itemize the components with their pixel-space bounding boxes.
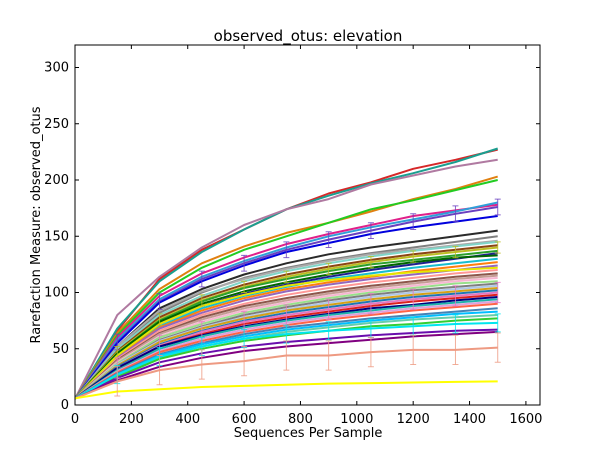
error-bar — [198, 270, 205, 288]
axes: 0 200 400 600 800 1000 1200 1400 1600 0 50 100 150 20… — [44, 44, 542, 427]
series-line-12 — [74, 239, 498, 399]
series-line-3 — [74, 158, 498, 399]
error-bar — [367, 222, 374, 239]
error-bar — [283, 270, 290, 283]
y-tick-label: 50 — [52, 342, 69, 357]
error-bar — [367, 256, 374, 269]
y-axis-title: Rarefaction Measure: observed_otus — [29, 106, 44, 343]
x-tick-label: 400 — [175, 412, 200, 427]
error-bar — [367, 293, 374, 315]
error-bar — [410, 250, 417, 263]
error-bar — [325, 340, 332, 371]
y-tick-label: 100 — [44, 286, 69, 301]
x-tick-label: 200 — [119, 412, 144, 427]
error-bar — [452, 245, 459, 259]
error-bar — [283, 241, 290, 259]
series-line-10 — [74, 229, 498, 399]
series-line-21 — [74, 264, 498, 400]
error-bar — [452, 334, 459, 365]
error-bar — [410, 334, 417, 365]
plot-frame — [74, 44, 541, 406]
error-bar — [494, 281, 501, 304]
x-tick-label: 1000 — [340, 412, 373, 427]
series-line-23 — [74, 269, 498, 400]
error-bar — [452, 314, 459, 334]
x-tick-label: 800 — [288, 412, 313, 427]
error-bar — [494, 198, 501, 216]
error-bar — [494, 332, 501, 363]
y-tick-label: 200 — [44, 173, 69, 188]
y-tick-label: 300 — [44, 61, 69, 76]
x-tick-label: 1400 — [453, 412, 486, 427]
error-bar — [452, 205, 459, 223]
chart-title: observed_otus: elevation — [214, 27, 403, 46]
error-bar — [325, 321, 332, 341]
x-tick-label: 0 — [71, 412, 79, 427]
series-line-46 — [75, 380, 498, 400]
error-bar — [325, 298, 332, 320]
series-line-4 — [74, 175, 498, 399]
error-bar — [156, 355, 163, 386]
x-axis-title: Sequences Per Sample — [234, 426, 383, 441]
series-line-5 — [74, 179, 498, 399]
error-bar — [325, 231, 332, 248]
x-tick-label: 1200 — [397, 412, 430, 427]
y-tick-label: 150 — [44, 229, 69, 244]
y-tick-label: 0 — [61, 398, 69, 413]
error-bar — [367, 337, 374, 368]
plot-area — [74, 147, 501, 400]
error-bar — [156, 313, 163, 326]
error-bar — [494, 313, 501, 333]
error-bar — [241, 254, 248, 272]
error-bar — [156, 293, 163, 310]
error-bar — [283, 340, 290, 371]
error-bar — [114, 366, 121, 397]
x-tick-label: 600 — [232, 412, 257, 427]
error-bar — [410, 213, 417, 230]
series-line-22 — [74, 266, 498, 400]
error-bar — [198, 349, 205, 380]
series-line-25 — [74, 274, 498, 400]
error-bar — [494, 241, 501, 254]
y-tick-label: 250 — [44, 117, 69, 132]
series-line-11 — [74, 235, 498, 399]
x-tick-label: 1600 — [509, 412, 542, 427]
error-bar — [241, 346, 248, 377]
error-bar — [410, 288, 417, 310]
error-bar — [325, 262, 332, 275]
error-bar — [198, 294, 205, 307]
error-bar — [452, 285, 459, 307]
error-bar — [241, 280, 248, 293]
